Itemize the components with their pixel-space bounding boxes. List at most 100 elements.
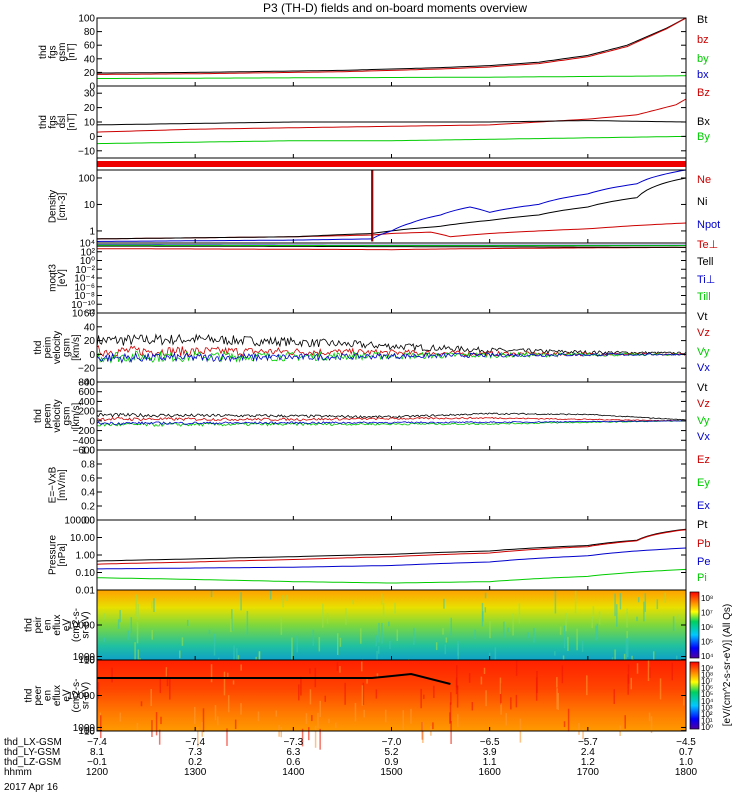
y-axis-label: sr-eV) bbox=[81, 682, 92, 709]
axis-row-value: 1700 bbox=[577, 767, 600, 778]
legend-Ex: Ex bbox=[697, 500, 710, 512]
spectrogram-streak bbox=[449, 702, 452, 723]
y-tick-label: 100 bbox=[78, 655, 95, 666]
spectrogram-streak bbox=[647, 660, 650, 681]
spectrogram-streak bbox=[210, 664, 213, 683]
spectrogram-streak bbox=[160, 716, 162, 725]
spectrogram-streak bbox=[255, 656, 257, 662]
spectrogram-streak bbox=[643, 601, 645, 622]
spectrogram-streak bbox=[227, 695, 230, 713]
spectrogram-streak bbox=[158, 729, 161, 745]
spectrogram-streak bbox=[533, 628, 535, 643]
legend-Vy: Vy bbox=[697, 415, 710, 427]
spectrogram-streak bbox=[234, 719, 237, 730]
legend-Pb: Pb bbox=[697, 538, 710, 550]
y-axis-label: (cm2-s- bbox=[71, 608, 82, 642]
legend-bz: bz bbox=[697, 34, 709, 46]
spectrogram-streak bbox=[103, 613, 106, 620]
spectrogram-streak bbox=[377, 645, 380, 654]
y-tick-label: 10 bbox=[84, 726, 96, 737]
legend-Pi: Pi bbox=[697, 572, 707, 584]
spectrogram-streak bbox=[117, 619, 120, 629]
spectrogram-streak bbox=[474, 629, 476, 639]
spectrogram-streak bbox=[565, 613, 567, 632]
spectrogram-streak bbox=[309, 689, 312, 705]
legend-Pe: Pe bbox=[697, 556, 710, 568]
y-tick-label: −200 bbox=[72, 426, 95, 437]
y-tick-label: 0.6 bbox=[81, 474, 95, 485]
spectrogram-streak bbox=[489, 621, 491, 639]
y-axis-label: dsl bbox=[57, 116, 68, 129]
spectrogram-streak bbox=[153, 598, 155, 612]
spectrogram-streak bbox=[518, 603, 521, 624]
y-tick-label: 0 bbox=[89, 350, 95, 361]
legend-Vz: Vz bbox=[697, 327, 710, 339]
spectrogram-streak bbox=[257, 711, 260, 722]
y-axis-label: peer bbox=[33, 685, 44, 706]
axis-row-value: 6.3 bbox=[286, 747, 300, 758]
series-Bx bbox=[96, 120, 687, 126]
spectrogram-streak bbox=[380, 593, 383, 605]
colorbar bbox=[689, 661, 700, 730]
spectrogram-streak bbox=[561, 665, 564, 684]
spectrogram-streak bbox=[456, 685, 459, 690]
spectrogram-streak bbox=[151, 600, 153, 609]
axis-row-label: thd_LY-GSM bbox=[4, 747, 60, 758]
axis-row-value: −0.1 bbox=[87, 757, 107, 768]
spectrogram-streak bbox=[119, 712, 122, 722]
legend-Vx: Vx bbox=[697, 431, 710, 443]
spectrogram-streak bbox=[240, 592, 242, 611]
y-axis-label: [km/s] bbox=[71, 334, 82, 361]
y-axis-label: Pressure bbox=[47, 535, 58, 575]
colorbar-tick-label: 10³ bbox=[701, 703, 713, 712]
y-tick-label: 100 bbox=[78, 14, 95, 25]
y-tick-label: 0.4 bbox=[81, 488, 95, 499]
series-Npot bbox=[96, 169, 687, 242]
spectrogram-streak bbox=[275, 710, 278, 717]
spectrogram-streak bbox=[482, 611, 484, 622]
spectrogram-streak bbox=[507, 627, 509, 633]
y-tick-label: 800 bbox=[78, 378, 95, 389]
spectrogram-streak bbox=[614, 593, 616, 617]
spectrogram-streak bbox=[280, 726, 282, 738]
spectrogram-streak bbox=[300, 676, 302, 696]
spectrogram-streak bbox=[499, 677, 502, 695]
axis-row-value: 5.2 bbox=[385, 747, 399, 758]
legend-Vx: Vx bbox=[697, 362, 710, 374]
spectrogram-streak bbox=[314, 725, 317, 748]
y-axis-label: [nPa] bbox=[57, 543, 68, 567]
spectrogram-streak bbox=[136, 723, 139, 731]
y-axis-label: velocity bbox=[52, 399, 63, 432]
series-By bbox=[96, 135, 687, 145]
spectrogram-streak bbox=[626, 608, 628, 628]
series-Vz bbox=[96, 416, 686, 422]
series-bz bbox=[97, 17, 687, 75]
y-axis-label: en bbox=[43, 690, 54, 701]
spectrogram-streak bbox=[240, 703, 242, 715]
spectrogram-streak bbox=[394, 602, 396, 614]
spectrogram-streak bbox=[494, 647, 497, 668]
y-axis-label: [cm-3] bbox=[57, 192, 68, 220]
spectrogram-streak bbox=[659, 678, 662, 700]
series-Vt bbox=[96, 333, 687, 355]
y-tick-label: 60 bbox=[84, 41, 96, 52]
y-axis-label: moqt3 bbox=[47, 264, 58, 292]
y-tick-label: 20 bbox=[84, 103, 96, 114]
axis-row-value: 1300 bbox=[184, 767, 207, 778]
y-tick-label: 30 bbox=[84, 89, 96, 100]
legend-Bt: Bt bbox=[697, 14, 707, 26]
spectrogram-streak bbox=[319, 728, 321, 750]
y-tick-label: 100 bbox=[78, 173, 95, 184]
spectrogram-streak bbox=[352, 600, 354, 605]
spectrogram-streak bbox=[169, 677, 171, 700]
y-axis-label: sr-eV) bbox=[81, 611, 92, 638]
spectrogram-streak bbox=[485, 690, 487, 707]
series-Pb bbox=[96, 529, 687, 565]
axis-row-value: 0.9 bbox=[385, 757, 399, 768]
axis-row-label: thd_LZ-GSM bbox=[4, 757, 61, 768]
spectrogram-streak bbox=[345, 608, 347, 625]
legend-by: by bbox=[697, 53, 709, 65]
